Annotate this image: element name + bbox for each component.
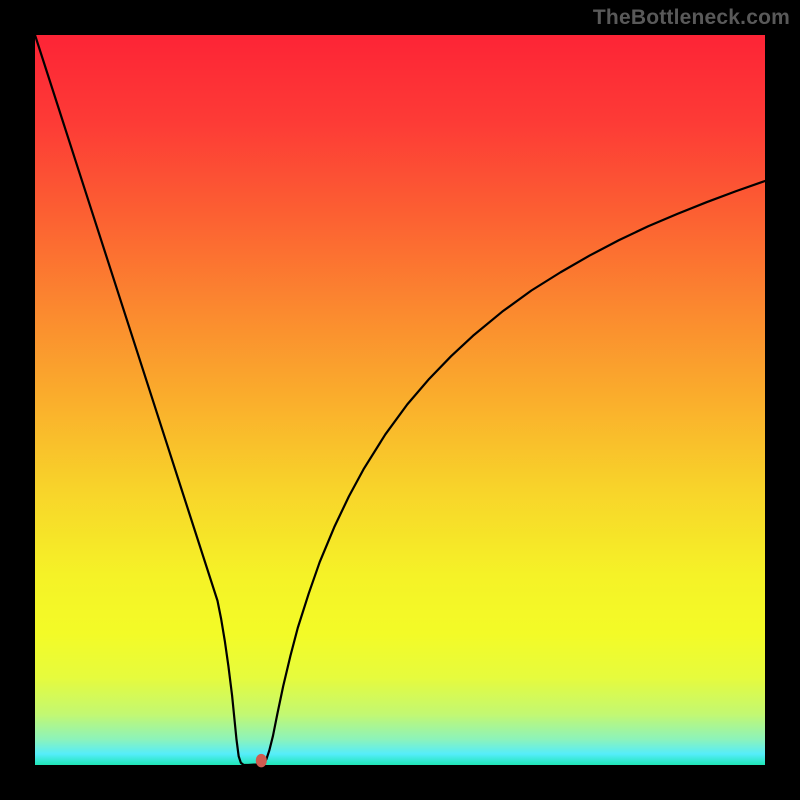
chart-plot-area bbox=[35, 35, 765, 765]
watermark-text: TheBottleneck.com bbox=[593, 6, 790, 30]
bottleneck-marker bbox=[256, 754, 267, 768]
chart-canvas bbox=[0, 0, 800, 800]
